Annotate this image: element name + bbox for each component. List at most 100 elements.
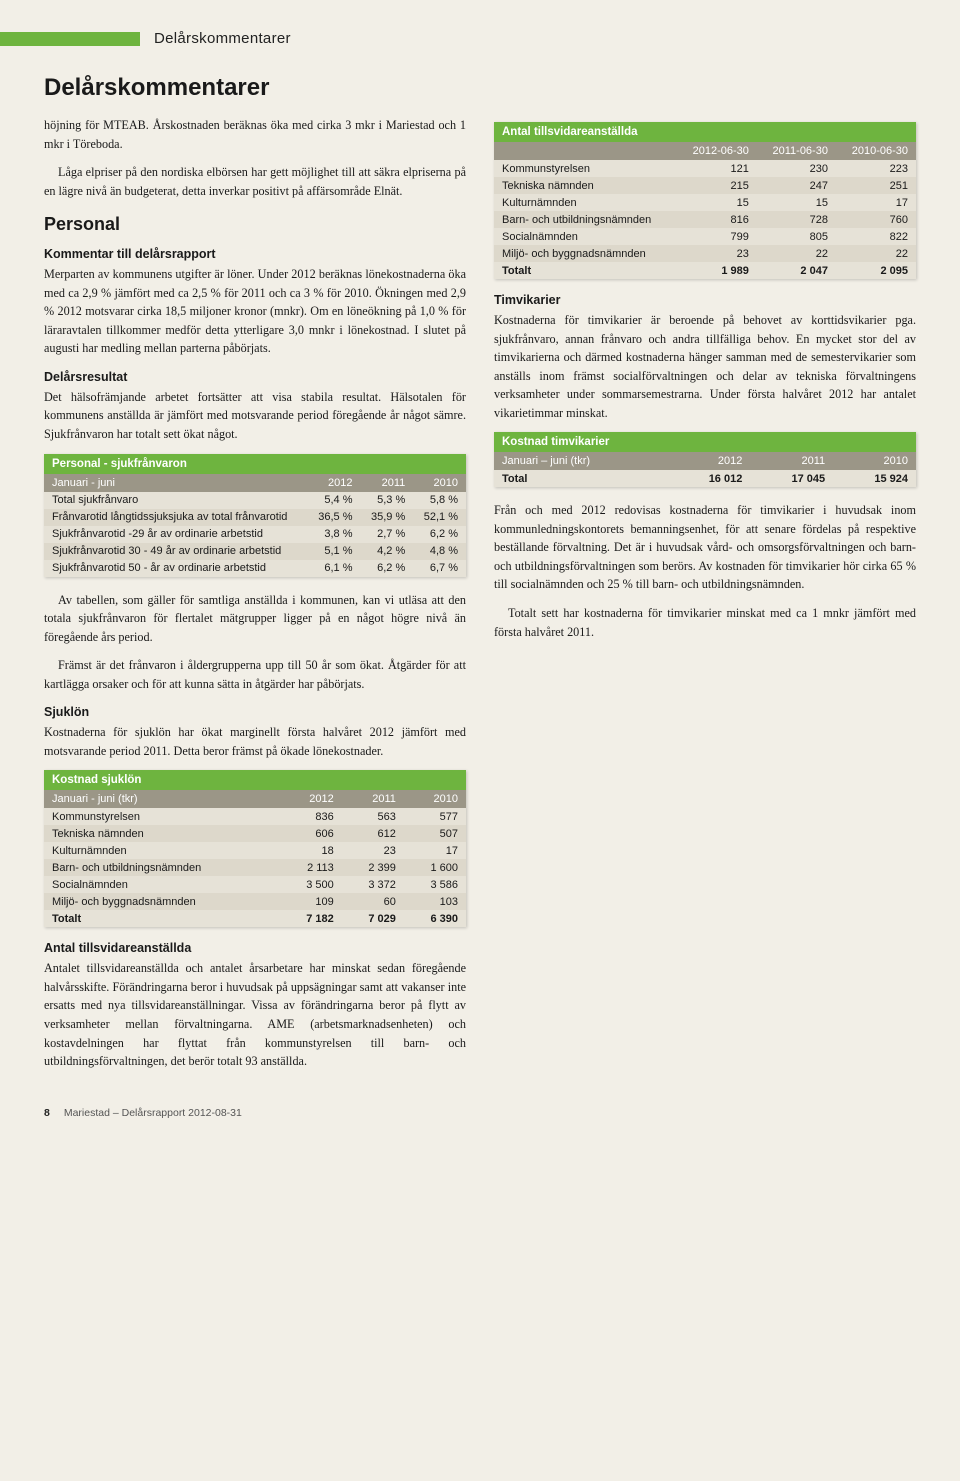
table-cell: 18 xyxy=(280,842,342,859)
table-cell: 6,2 % xyxy=(361,560,414,577)
table-row: Sjukfrånvarotid -29 år av ordinarie arbe… xyxy=(44,526,466,543)
table-cell: 5,1 % xyxy=(308,543,361,560)
table-cell: 22 xyxy=(757,245,836,262)
table-cell: 5,8 % xyxy=(413,492,466,509)
table-cell: Kommunstyrelsen xyxy=(494,160,677,177)
table-cell: 22 xyxy=(836,245,916,262)
table-title: Personal - sjukfrånvaron xyxy=(44,454,466,474)
table-cell: 2 113 xyxy=(280,859,342,876)
after-sjuk-p1: Av tabellen, som gäller för samtliga ans… xyxy=(44,591,466,647)
table-cell: 4,2 % xyxy=(361,543,414,560)
table-col: 2010 xyxy=(413,474,466,492)
table-cell: 6,2 % xyxy=(413,526,466,543)
tillsvidare-left-p: Antalet tillsvidareanställda och antalet… xyxy=(44,959,466,1070)
table-cell: 7 182 xyxy=(280,910,342,927)
table-cell: 805 xyxy=(757,228,836,245)
table-row: Totalt7 1827 0296 390 xyxy=(44,910,466,927)
table-cell: 577 xyxy=(404,808,466,825)
table-cell: Miljö- och byggnadsnämnden xyxy=(44,893,280,910)
after-tim-p2: Totalt sett har kostnaderna för timvikar… xyxy=(494,604,916,641)
table-row: Socialnämnden3 5003 3723 586 xyxy=(44,876,466,893)
table-row: Tekniska nämnden606612507 xyxy=(44,825,466,842)
table-cell: 2,7 % xyxy=(361,526,414,543)
table-cell: 3 372 xyxy=(342,876,404,893)
page-title: Delårskommentarer xyxy=(44,74,916,102)
table-cell: 52,1 % xyxy=(413,509,466,526)
table-row: Socialnämnden799805822 xyxy=(494,228,916,245)
table-cell: 612 xyxy=(342,825,404,842)
table-cell: 799 xyxy=(677,228,757,245)
table-row: Barn- och utbildningsnämnden2 1132 3991 … xyxy=(44,859,466,876)
table-cell: Kulturnämnden xyxy=(44,842,280,859)
table-col: 2010-06-30 xyxy=(836,142,916,160)
table-title: Kostnad timvikarier xyxy=(494,432,916,452)
page-number: 8 xyxy=(44,1107,50,1119)
personal-heading: Personal xyxy=(44,214,466,235)
table-cell: Total xyxy=(494,470,668,487)
table-cell: 507 xyxy=(404,825,466,842)
table-sublabel: Januari - juni xyxy=(44,474,308,492)
table-col: 2010 xyxy=(404,790,466,808)
table-cell: Barn- och utbildningsnämnden xyxy=(44,859,280,876)
table-cell: 1 989 xyxy=(677,262,757,279)
table-row: Kulturnämnden151517 xyxy=(494,194,916,211)
antal-table: Antal tillsvidareanställda2012-06-302011… xyxy=(494,122,916,279)
table-row: Sjukfrånvarotid 30 - 49 år av ordinarie … xyxy=(44,543,466,560)
table-cell: 7 029 xyxy=(342,910,404,927)
table-cell: 103 xyxy=(404,893,466,910)
table-cell: Sjukfrånvarotid 50 - år av ordinarie arb… xyxy=(44,560,308,577)
table-cell: 822 xyxy=(836,228,916,245)
table-row: Miljö- och byggnadsnämnden10960103 xyxy=(44,893,466,910)
table-cell: Socialnämnden xyxy=(494,228,677,245)
table-row: Sjukfrånvarotid 50 - år av ordinarie arb… xyxy=(44,560,466,577)
table-col: 2010 xyxy=(833,452,916,470)
table-cell: 6,1 % xyxy=(308,560,361,577)
table-row: Frånvarotid långtidssjuksjuka av total f… xyxy=(44,509,466,526)
table-col: 2011 xyxy=(750,452,833,470)
resultat-heading: Delårsresultat xyxy=(44,370,466,384)
table-cell: Miljö- och byggnadsnämnden xyxy=(494,245,677,262)
table-cell: Kulturnämnden xyxy=(494,194,677,211)
table-cell: 15 xyxy=(677,194,757,211)
table-cell: 15 924 xyxy=(833,470,916,487)
sjuklon-p: Kostnaderna för sjuklön har ökat margine… xyxy=(44,723,466,760)
table-cell: 4,8 % xyxy=(413,543,466,560)
table-cell: 563 xyxy=(342,808,404,825)
table-cell: Totalt xyxy=(44,910,280,927)
table-cell: 23 xyxy=(342,842,404,859)
table-cell: 17 045 xyxy=(750,470,833,487)
table-col: 2012 xyxy=(668,452,751,470)
left-column: höjning för MTEAB. Årskostnaden beräknas… xyxy=(44,116,466,1081)
resultat-p: Det hälsofrämjande arbetet fortsätter at… xyxy=(44,388,466,444)
intro-p2: Låga elpriser på den nordiska elbörsen h… xyxy=(44,163,466,200)
timvikarier-p: Kostnaderna för timvikarier är beroende … xyxy=(494,311,916,422)
sjukfranvaron-table: Personal - sjukfrånvaronJanuari - juni20… xyxy=(44,454,466,577)
intro-p1: höjning för MTEAB. Årskostnaden beräknas… xyxy=(44,116,466,153)
header-label: Delårskommentarer xyxy=(154,30,291,47)
table-cell: 15 xyxy=(757,194,836,211)
table-col: 2011 xyxy=(342,790,404,808)
table-row: Kommunstyrelsen836563577 xyxy=(44,808,466,825)
table-cell: 60 xyxy=(342,893,404,910)
table-title: Antal tillsvidareanställda xyxy=(494,122,916,142)
table-cell: 6 390 xyxy=(404,910,466,927)
tillsvidare-left-heading: Antal tillsvidareanställda xyxy=(44,941,466,955)
table-cell: 23 xyxy=(677,245,757,262)
table-sublabel xyxy=(494,142,677,160)
kostnad-tim-table: Kostnad timvikarierJanuari – juni (tkr)2… xyxy=(494,432,916,487)
table-row: Tekniska nämnden215247251 xyxy=(494,177,916,194)
table-cell: 5,3 % xyxy=(361,492,414,509)
table-cell: Frånvarotid långtidssjuksjuka av total f… xyxy=(44,509,308,526)
table-cell: Tekniska nämnden xyxy=(44,825,280,842)
table-cell: 6,7 % xyxy=(413,560,466,577)
header-tab: Delårskommentarer xyxy=(44,30,916,52)
table-row: Totalt1 9892 0472 095 xyxy=(494,262,916,279)
table-cell: 247 xyxy=(757,177,836,194)
table-row: Total16 01217 04515 924 xyxy=(494,470,916,487)
table-cell: 760 xyxy=(836,211,916,228)
table-col: 2012 xyxy=(308,474,361,492)
table-cell: 230 xyxy=(757,160,836,177)
page-footer: 8 Mariestad – Delårsrapport 2012-08-31 xyxy=(44,1107,916,1119)
table-cell: 121 xyxy=(677,160,757,177)
table-cell: 5,4 % xyxy=(308,492,361,509)
